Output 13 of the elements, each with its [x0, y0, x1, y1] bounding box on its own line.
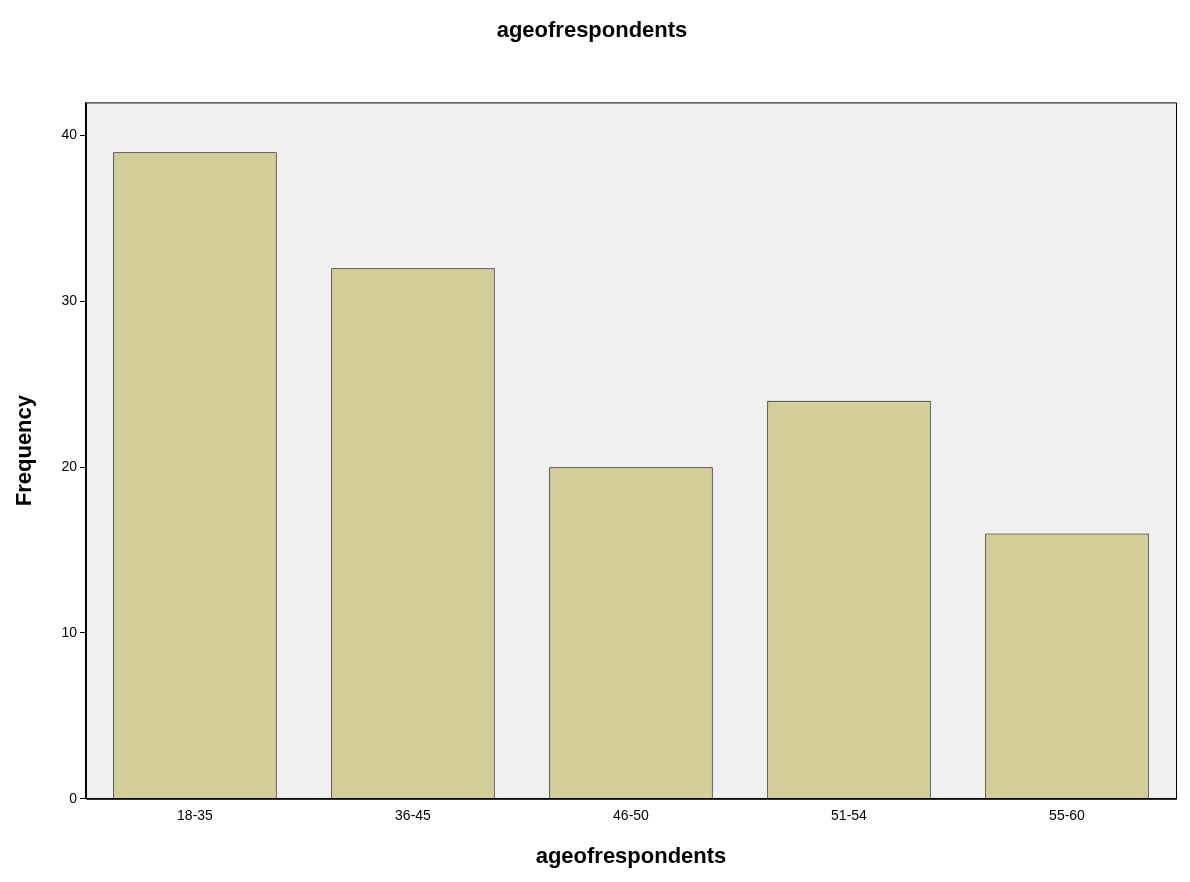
y-tick-label: 0 [69, 789, 78, 806]
y-tick-label: 40 [61, 126, 78, 143]
x-tick-label: 36-45 [395, 807, 432, 824]
y-tick-label: 10 [61, 623, 78, 640]
chart-title: ageofrespondents [496, 17, 688, 43]
y-axis-title: Frequency [11, 394, 37, 507]
y-tick-label: 20 [61, 458, 78, 475]
x-tick-label: 55-60 [1049, 807, 1086, 824]
x-tick-label: 51-54 [831, 807, 868, 824]
x-tick-label: 46-50 [613, 807, 650, 824]
x-tick-label: 18-35 [177, 807, 214, 824]
y-tick-label: 30 [61, 292, 78, 309]
x-axis-title: ageofrespondents [535, 842, 727, 868]
